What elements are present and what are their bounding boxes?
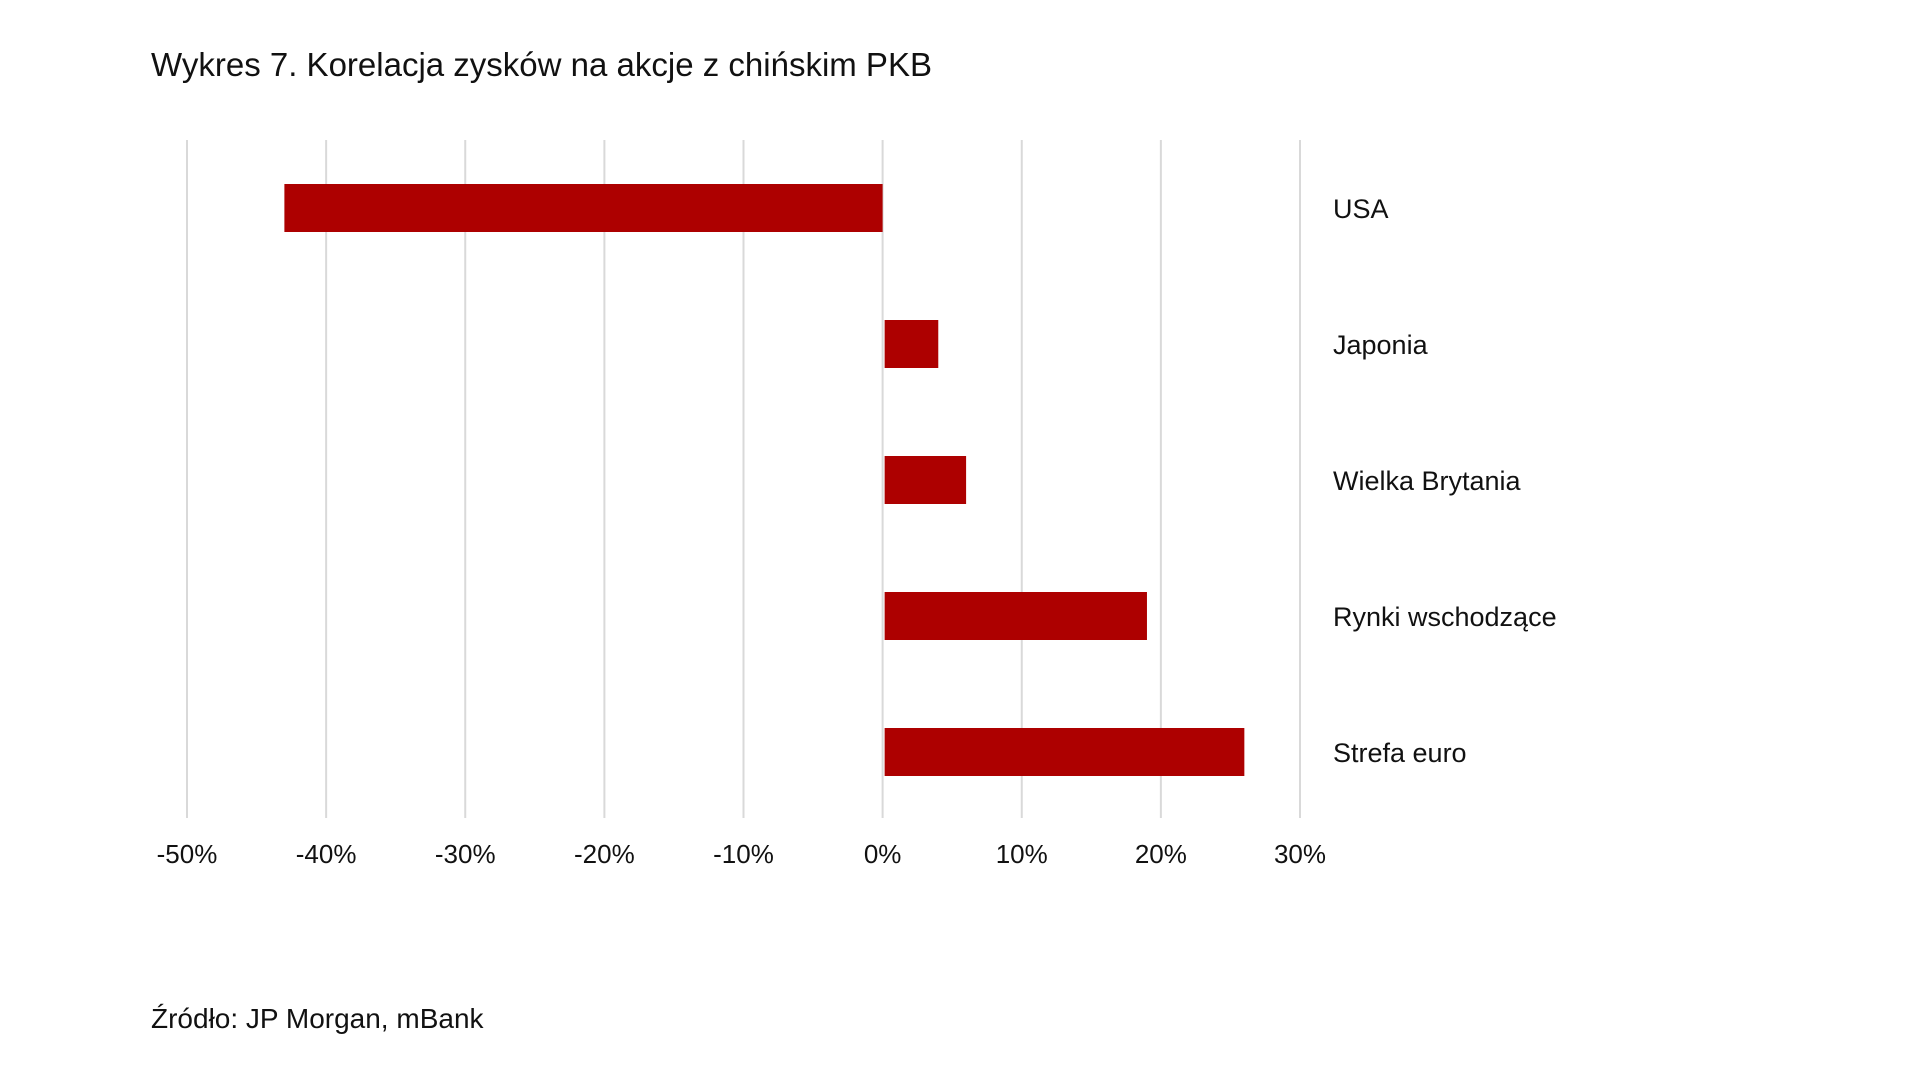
category-label: Rynki wschodzące xyxy=(1333,602,1557,632)
x-tick-label: 30% xyxy=(1274,839,1326,869)
bar-strefa-euro xyxy=(884,728,1245,776)
category-label: USA xyxy=(1333,194,1389,224)
category-label: Strefa euro xyxy=(1333,738,1467,768)
chart-title: Wykres 7. Korelacja zysków na akcje z ch… xyxy=(151,46,932,83)
category-label: Japonia xyxy=(1333,330,1429,360)
bar-usa xyxy=(284,184,883,232)
bar-wielka-brytania xyxy=(884,456,967,504)
x-tick-label: -40% xyxy=(296,839,357,869)
x-tick-label: 0% xyxy=(864,839,902,869)
x-tick-label: -30% xyxy=(435,839,496,869)
source-note: Źródło: JP Morgan, mBank xyxy=(151,1003,484,1034)
bar-japonia xyxy=(884,320,939,368)
x-tick-label: 10% xyxy=(996,839,1048,869)
category-label: Wielka Brytania xyxy=(1333,466,1522,496)
x-tick-label: -10% xyxy=(713,839,774,869)
bar-rynki-wschodzące xyxy=(884,592,1147,640)
x-tick-label: -50% xyxy=(157,839,218,869)
x-tick-label: -20% xyxy=(574,839,635,869)
x-tick-label: 20% xyxy=(1135,839,1187,869)
